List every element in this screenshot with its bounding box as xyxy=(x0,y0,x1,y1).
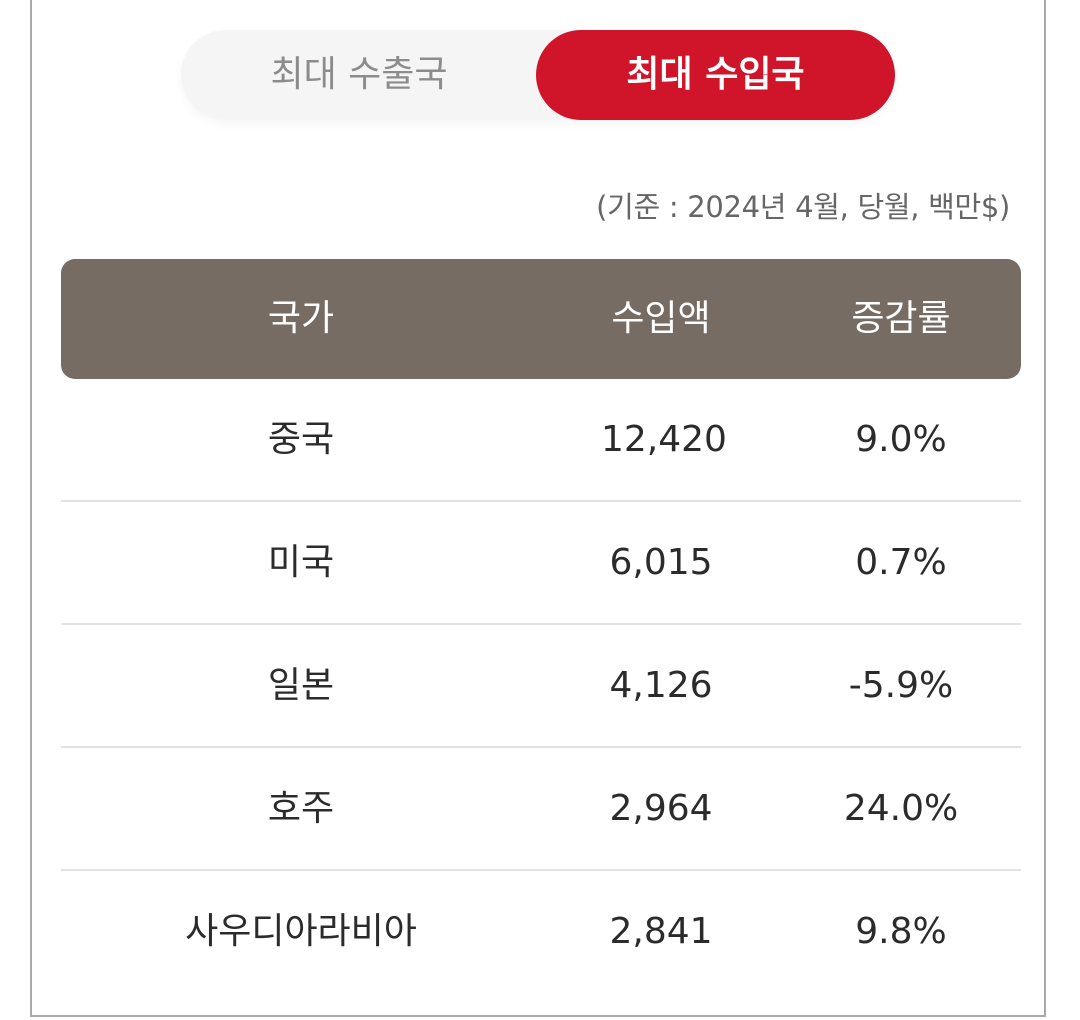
header-import-amount: 수입액 xyxy=(611,298,711,339)
cell-country: 미국 xyxy=(267,542,335,583)
table-row: 중국 12,420 9.0% xyxy=(61,379,1021,502)
table-row: 사우디아라비아 2,841 9.8% xyxy=(61,871,1021,992)
export-import-toggle: 최대 수출국 최대 수입국 xyxy=(181,30,895,120)
header-change-rate: 증감률 xyxy=(851,298,951,339)
cell-import-amount: 2,841 xyxy=(609,911,713,952)
cell-country: 중국 xyxy=(267,419,335,460)
cell-country: 일본 xyxy=(267,665,335,706)
import-countries-table: 국가 수입액 증감률 중국 12,420 9.0% 미국 6,015 0.7% … xyxy=(61,259,1021,992)
table-header: 국가 수입액 증감률 xyxy=(61,259,1021,379)
basis-note: (기준 : 2024년 4월, 당월, 백만$) xyxy=(596,190,1010,224)
cell-country: 사우디아라비아 xyxy=(185,911,417,952)
cell-change-rate: 9.8% xyxy=(855,911,947,952)
table-row: 호주 2,964 24.0% xyxy=(61,748,1021,871)
cell-import-amount: 6,015 xyxy=(609,542,713,583)
header-country: 국가 xyxy=(267,298,335,339)
import-rank-card: 최대 수출국 최대 수입국 (기준 : 2024년 4월, 당월, 백만$) 국… xyxy=(30,0,1046,1017)
cell-import-amount: 12,420 xyxy=(601,419,727,460)
cell-import-amount: 2,964 xyxy=(609,788,713,829)
cell-change-rate: -5.9% xyxy=(848,665,954,706)
cell-import-amount: 4,126 xyxy=(609,665,713,706)
table-row: 미국 6,015 0.7% xyxy=(61,502,1021,625)
cell-country: 호주 xyxy=(267,788,335,829)
cell-change-rate: 9.0% xyxy=(855,419,947,460)
cell-change-rate: 0.7% xyxy=(855,542,947,583)
top-export-countries-tab[interactable]: 최대 수출국 xyxy=(270,54,448,95)
cell-change-rate: 24.0% xyxy=(843,788,959,829)
table-row: 일본 4,126 -5.9% xyxy=(61,625,1021,748)
top-import-countries-tab[interactable]: 최대 수입국 xyxy=(536,30,895,120)
